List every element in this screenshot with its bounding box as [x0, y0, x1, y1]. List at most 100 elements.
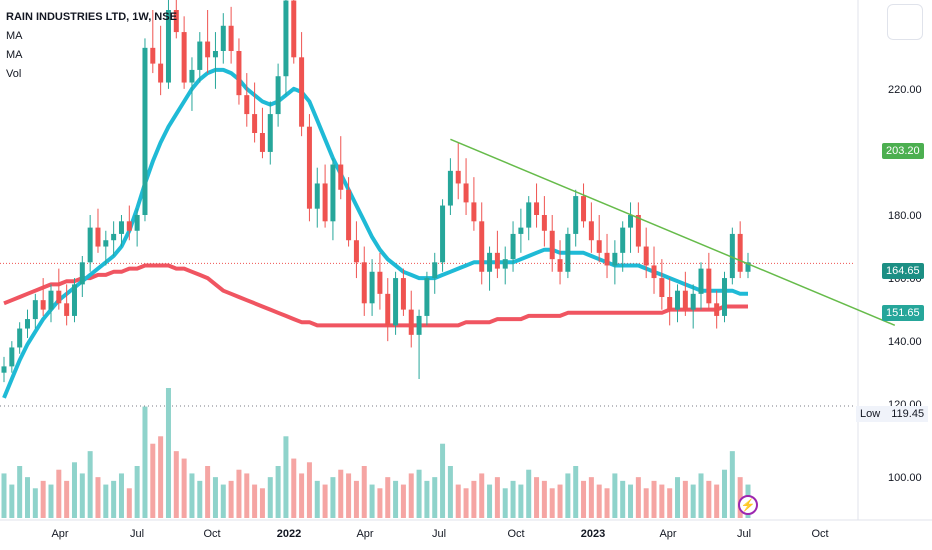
- green-price-tag: 203.20: [882, 143, 924, 159]
- x-tick-label: Apr: [356, 528, 373, 540]
- candle-body: [620, 227, 626, 253]
- y-tick-label: 100.00: [888, 472, 922, 484]
- volume-bar: [408, 473, 414, 518]
- volume-bar: [541, 480, 547, 518]
- candle-body: [604, 252, 610, 266]
- volume-bar: [212, 477, 218, 518]
- volume-bar: [377, 488, 383, 518]
- candle-body: [690, 293, 696, 310]
- candle-body: [393, 278, 399, 326]
- candle-body: [189, 69, 195, 83]
- volume-bar: [667, 488, 673, 518]
- candle-body: [259, 133, 265, 152]
- candle-body: [463, 183, 469, 203]
- candle-body: [17, 328, 23, 348]
- volume-bar: [56, 469, 62, 518]
- volume-bar: [314, 480, 320, 518]
- candle-body: [706, 268, 712, 304]
- volume-bar: [244, 473, 250, 518]
- volume-bar: [588, 477, 594, 518]
- candle-body: [581, 196, 587, 222]
- candle-body: [87, 227, 93, 263]
- lightning-icon[interactable]: ⚡: [738, 495, 758, 515]
- volume-bar: [220, 484, 226, 518]
- candle-body: [165, 10, 171, 83]
- x-tick-label: Oct: [811, 528, 828, 540]
- legend-ma1[interactable]: MA: [6, 30, 23, 42]
- legend-vol[interactable]: Vol: [6, 68, 22, 80]
- candle-body: [338, 164, 344, 190]
- x-tick-label: 2022: [277, 528, 301, 540]
- candle-body: [228, 25, 234, 51]
- candle-body: [651, 265, 657, 279]
- legend-ma2[interactable]: MA: [6, 49, 23, 61]
- volume-bar: [471, 480, 477, 518]
- volume-bar: [40, 480, 46, 518]
- volume-bar: [400, 484, 406, 518]
- legend-title: RAIN INDUSTRIES LTD, 1W, NSE: [6, 11, 177, 23]
- volume-bar: [79, 473, 85, 518]
- volume-bar: [87, 451, 93, 518]
- volume-bar: [581, 480, 587, 518]
- candle-body: [549, 230, 555, 260]
- candle-body: [158, 63, 164, 83]
- candle-body: [400, 278, 406, 310]
- volume-bar: [487, 484, 493, 518]
- candle-body: [32, 300, 38, 320]
- volume-bar: [706, 480, 712, 518]
- volume-bar: [150, 443, 156, 518]
- candle-body: [236, 51, 242, 96]
- volume-bar: [158, 436, 164, 518]
- volume-bar: [95, 477, 101, 518]
- volume-bar: [447, 466, 453, 518]
- candle-body: [40, 300, 46, 310]
- low-value: 119.45: [891, 408, 925, 420]
- volume-bar: [71, 462, 77, 518]
- candle-body: [1, 366, 7, 373]
- volume-bar: [596, 484, 602, 518]
- volume-bar: [1, 473, 7, 518]
- candle-body: [9, 347, 15, 367]
- volume-bar: [675, 477, 681, 518]
- volume-bar: [205, 466, 211, 518]
- candle-body: [299, 57, 305, 127]
- candle-body: [377, 271, 383, 294]
- candle-body: [628, 215, 634, 228]
- candle-body: [510, 233, 516, 260]
- volume-bar: [722, 469, 728, 518]
- volume-bar: [134, 466, 140, 518]
- candle-body: [267, 114, 273, 152]
- candle-body: [361, 262, 367, 304]
- volume-bar: [424, 480, 430, 518]
- candle-body: [643, 246, 649, 266]
- volume-bar: [369, 484, 375, 518]
- candle-body: [573, 196, 579, 234]
- volume-bar: [502, 488, 508, 518]
- volume-bar: [628, 484, 634, 518]
- candle-body: [322, 183, 328, 222]
- volume-bar: [189, 473, 195, 518]
- volume-bar: [620, 480, 626, 518]
- chart-settings-button[interactable]: [887, 4, 923, 40]
- volume-bar: [361, 466, 367, 518]
- candle-body: [134, 215, 140, 231]
- candle-body: [330, 164, 336, 222]
- candle-body: [487, 252, 493, 272]
- candle-body: [471, 202, 477, 222]
- candle-body: [557, 259, 563, 272]
- volume-bar: [126, 488, 132, 518]
- volume-bar: [48, 484, 54, 518]
- ma-slow-line: [3, 263, 748, 328]
- volume-bar: [604, 488, 610, 518]
- candle-body: [534, 202, 540, 215]
- ma-fast-line: [2, 67, 748, 399]
- volume-bar: [510, 480, 516, 518]
- chart-legend: RAIN INDUSTRIES LTD, 1W, NSE MA MA Vol: [6, 8, 177, 84]
- candle-body: [635, 215, 641, 247]
- candle-body: [479, 221, 485, 272]
- volume-bar: [103, 484, 109, 518]
- volume-bar: [267, 477, 273, 518]
- candle-body: [220, 25, 226, 51]
- candle-body: [353, 240, 359, 263]
